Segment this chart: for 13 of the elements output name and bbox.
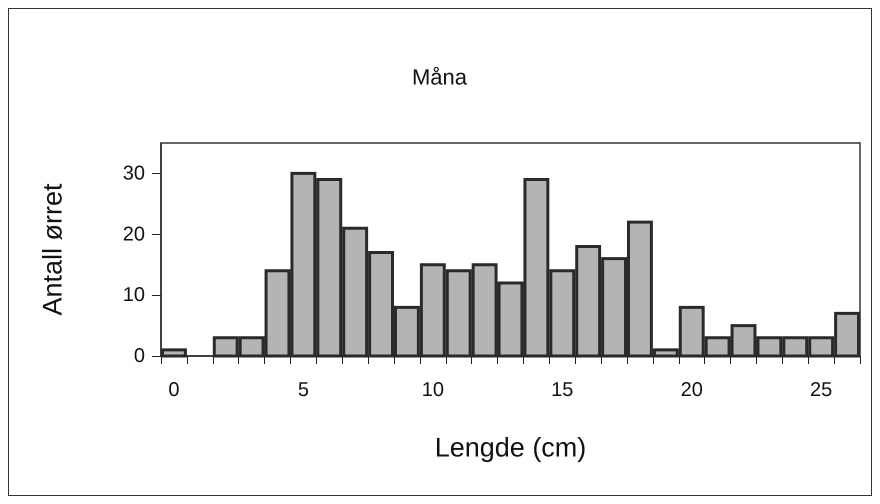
y-tick-label: 20 (122, 223, 145, 246)
y-tick-label: 0 (134, 345, 145, 367)
x-tick-label: 5 (298, 379, 309, 401)
x-tick-label: 20 (680, 379, 703, 401)
y-tick-label: 30 (122, 162, 145, 184)
x-axis-title: Lengde (cm) (434, 432, 586, 462)
chart-title: Måna (412, 64, 468, 90)
y-tick-label: 10 (122, 284, 145, 306)
x-tick-label: 25 (810, 379, 832, 401)
x-tick-label: 10 (422, 379, 444, 401)
y-axis-title: Antall ørret (38, 182, 68, 316)
x-tick-label: 0 (168, 379, 180, 401)
x-tick-label: 15 (551, 379, 574, 401)
